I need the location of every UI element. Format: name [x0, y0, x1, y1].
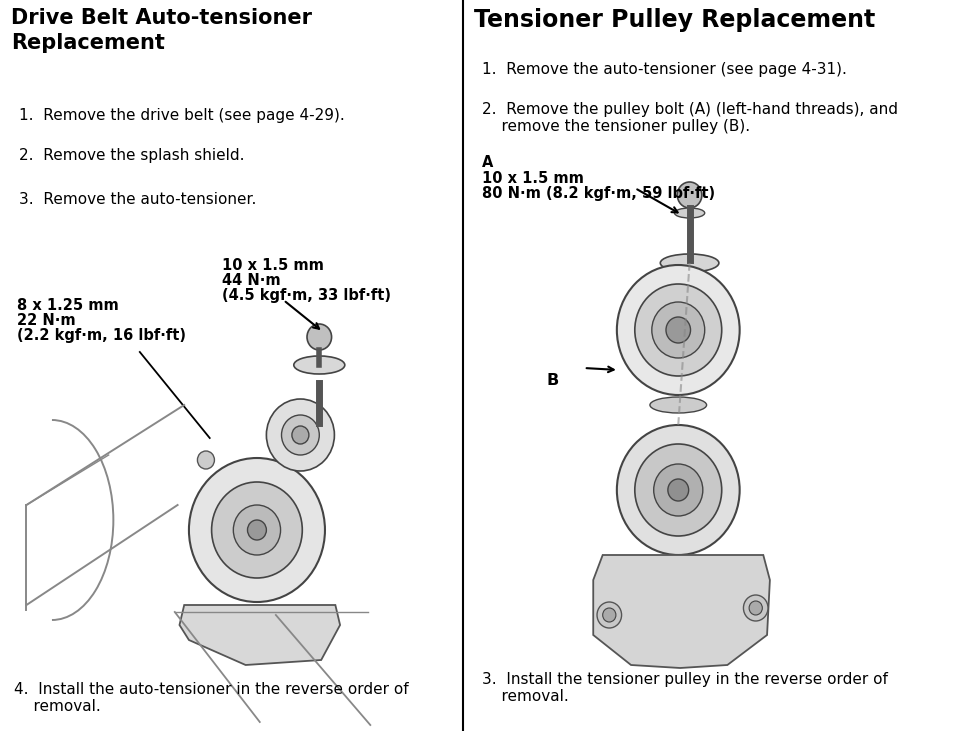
Text: 2.  Remove the splash shield.: 2. Remove the splash shield. [19, 148, 244, 163]
Text: 4.  Install the auto-tensioner in the reverse order of
    removal.: 4. Install the auto-tensioner in the rev… [15, 682, 408, 714]
Text: 1.  Remove the drive belt (see page 4-29).: 1. Remove the drive belt (see page 4-29)… [19, 108, 345, 123]
Circle shape [668, 479, 689, 501]
Text: 44 N·m: 44 N·m [222, 273, 280, 288]
Circle shape [603, 608, 616, 622]
Circle shape [666, 317, 691, 343]
Ellipse shape [650, 397, 706, 413]
Text: B: B [546, 373, 558, 388]
Text: 10 x 1.5 mm: 10 x 1.5 mm [482, 171, 583, 186]
Circle shape [743, 595, 768, 621]
Text: 22 N·m: 22 N·m [17, 313, 75, 328]
Text: 3.  Install the tensioner pulley in the reverse order of
    removal.: 3. Install the tensioner pulley in the r… [482, 672, 888, 705]
Circle shape [307, 324, 331, 350]
Text: 2.  Remove the pulley bolt (A) (left-hand threads), and
    remove the tensioner: 2. Remove the pulley bolt (A) (left-hand… [482, 102, 898, 135]
Circle shape [247, 520, 267, 540]
Circle shape [654, 464, 702, 516]
Circle shape [189, 458, 325, 602]
Ellipse shape [294, 356, 345, 374]
Circle shape [677, 182, 701, 208]
Circle shape [635, 284, 722, 376]
Text: 10 x 1.5 mm: 10 x 1.5 mm [222, 258, 323, 273]
Text: (2.2 kgf·m, 16 lbf·ft): (2.2 kgf·m, 16 lbf·ft) [17, 328, 186, 343]
Text: Tensioner Pulley Replacement: Tensioner Pulley Replacement [474, 8, 875, 32]
Polygon shape [593, 555, 770, 668]
Ellipse shape [660, 254, 719, 272]
Circle shape [652, 302, 704, 358]
Text: 8 x 1.25 mm: 8 x 1.25 mm [17, 298, 119, 313]
Text: 3.  Remove the auto-tensioner.: 3. Remove the auto-tensioner. [19, 192, 256, 207]
Circle shape [616, 265, 740, 395]
Text: 1.  Remove the auto-tensioner (see page 4-31).: 1. Remove the auto-tensioner (see page 4… [482, 62, 847, 77]
Ellipse shape [674, 208, 704, 218]
Circle shape [267, 399, 334, 471]
Circle shape [749, 601, 762, 615]
Circle shape [212, 482, 302, 578]
Text: A: A [482, 155, 493, 170]
Circle shape [597, 602, 621, 628]
Circle shape [234, 505, 280, 555]
Circle shape [616, 425, 740, 555]
Circle shape [281, 415, 319, 455]
Text: 80 N·m (8.2 kgf·m, 59 lbf·ft): 80 N·m (8.2 kgf·m, 59 lbf·ft) [482, 186, 715, 201]
Text: (4.5 kgf·m, 33 lbf·ft): (4.5 kgf·m, 33 lbf·ft) [222, 288, 391, 303]
Circle shape [197, 451, 214, 469]
Text: Drive Belt Auto-tensioner
Replacement: Drive Belt Auto-tensioner Replacement [12, 8, 313, 53]
Circle shape [635, 444, 722, 536]
Polygon shape [180, 605, 340, 665]
Circle shape [292, 426, 309, 444]
